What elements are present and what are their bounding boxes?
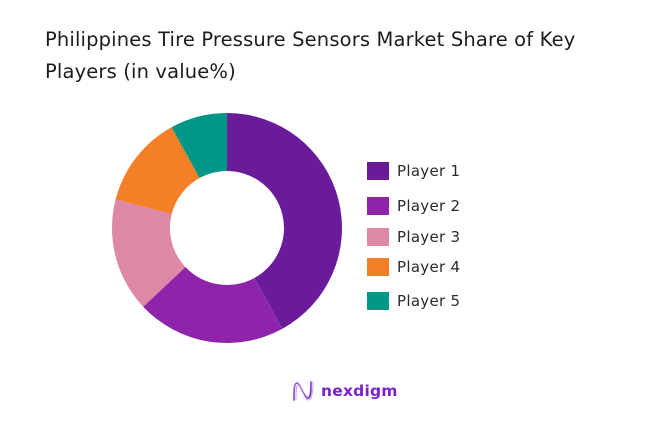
- legend-item-player-3: Player 3: [367, 228, 460, 246]
- legend-label-player-4: Player 4: [397, 258, 461, 276]
- legend-label-player-2: Player 2: [397, 197, 461, 215]
- donut-slice-player-3: [112, 199, 186, 307]
- legend-swatch-player-4: [367, 258, 389, 276]
- legend-swatch-player-5: [367, 292, 389, 310]
- legend-label-player-3: Player 3: [397, 228, 461, 246]
- legend-swatch-player-1: [367, 162, 389, 180]
- legend-item-player-4: Player 4: [367, 258, 460, 276]
- chart-title-line-2: Players (in value%): [45, 60, 236, 83]
- legend-swatch-player-3: [367, 228, 389, 246]
- chart-legend: Player 1 Player 2 Player 3 Player 4 Play…: [367, 0, 567, 438]
- legend-label-player-1: Player 1: [397, 162, 461, 180]
- legend-item-player-2: Player 2: [367, 197, 460, 215]
- legend-item-player-1: Player 1: [367, 162, 460, 180]
- nexdigm-wave-n-icon: [293, 381, 314, 401]
- legend-item-player-5: Player 5: [367, 292, 460, 310]
- donut-slice-player-2: [143, 267, 283, 343]
- nexdigm-logo-text: nexdigm: [321, 382, 398, 400]
- donut-slice-player-4: [115, 127, 200, 214]
- legend-label-player-5: Player 5: [397, 292, 461, 310]
- donut-slices: [112, 113, 342, 343]
- chart-title-line-1: Philippines Tire Pressure Sensors Market…: [45, 28, 576, 51]
- donut-slice-player-1: [227, 113, 342, 329]
- legend-swatch-player-2: [367, 197, 389, 215]
- nexdigm-logo: nexdigm: [291, 380, 398, 402]
- donut-slice-player-5: [171, 113, 227, 179]
- chart-title: Philippines Tire Pressure Sensors Market…: [45, 24, 635, 88]
